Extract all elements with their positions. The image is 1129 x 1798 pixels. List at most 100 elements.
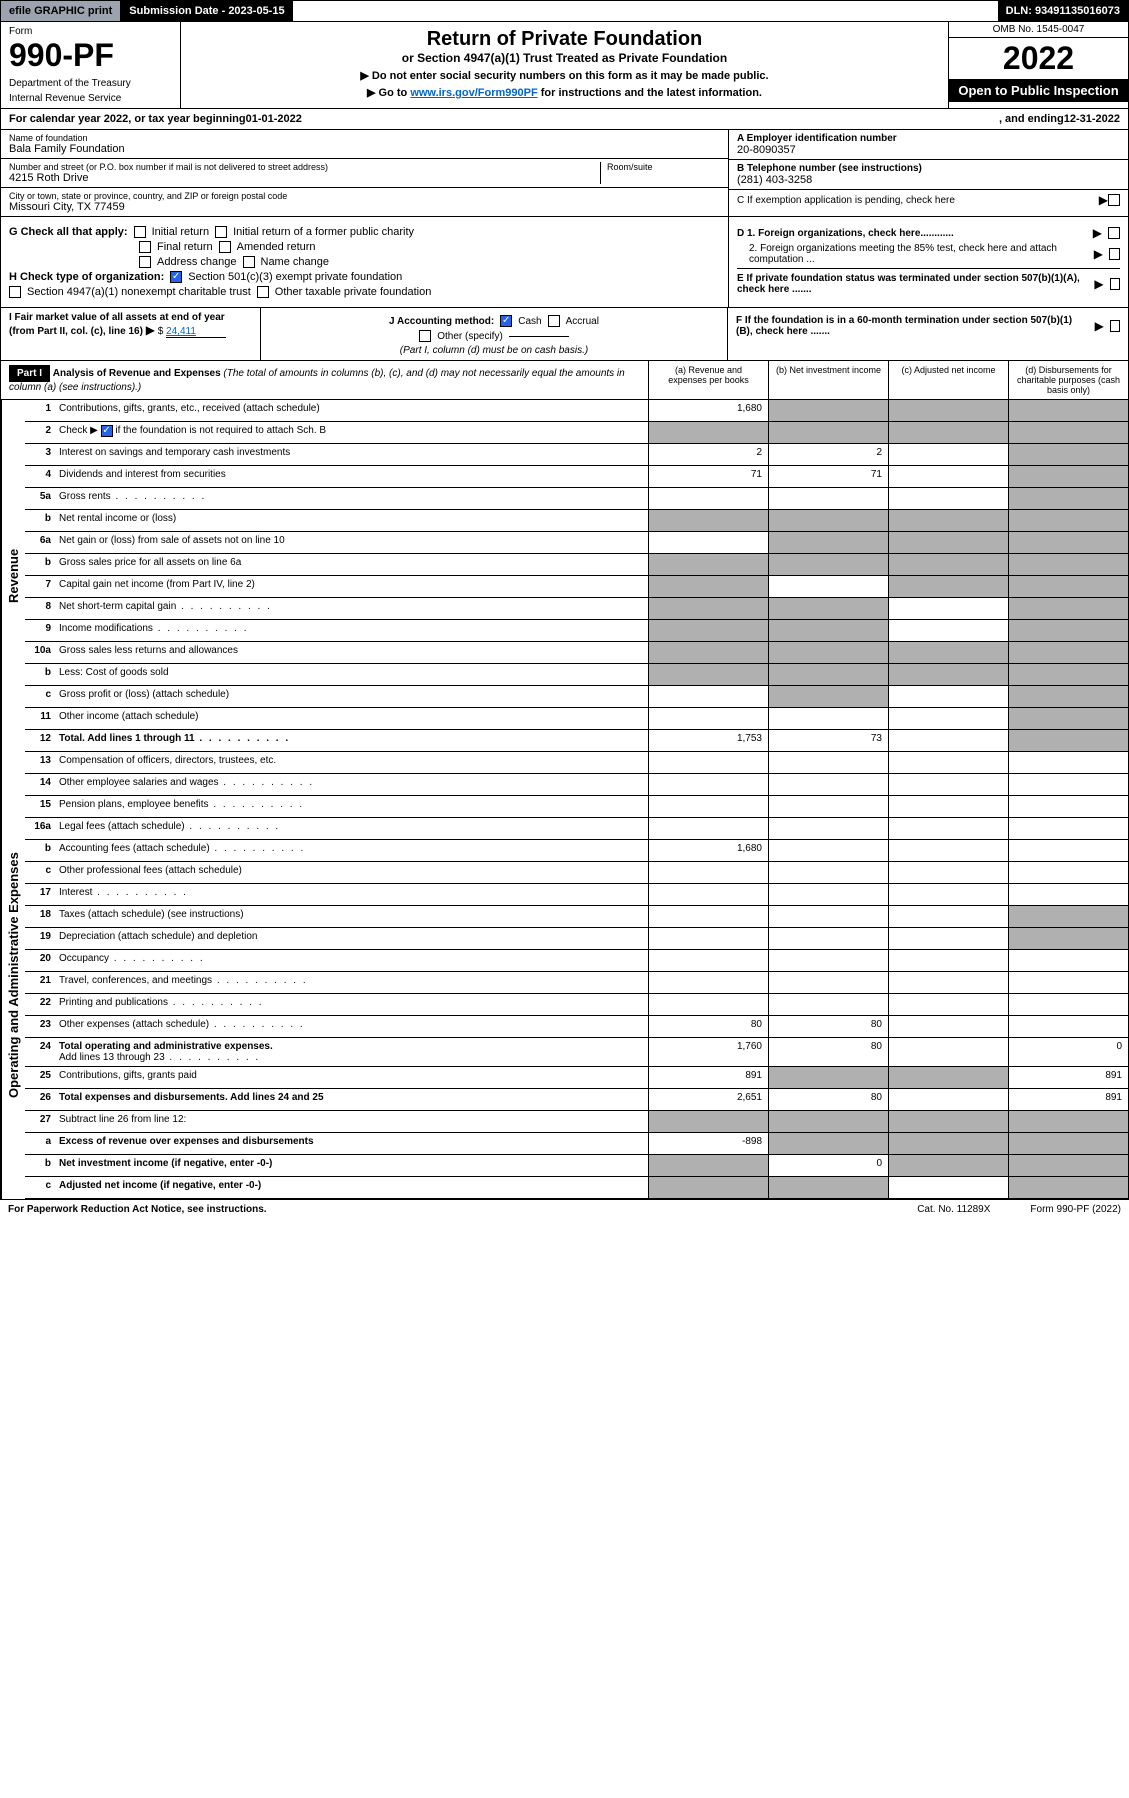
top-bar: efile GRAPHIC print Submission Date - 20… xyxy=(0,0,1129,22)
arrow-icon: ▶ xyxy=(1093,226,1102,240)
part1-header: Part I Analysis of Revenue and Expenses … xyxy=(0,361,1129,400)
dept-treasury: Department of the Treasury xyxy=(9,78,172,89)
j-other-checkbox[interactable] xyxy=(419,330,431,342)
line-17: 17Interest xyxy=(25,884,1128,906)
street-address: 4215 Roth Drive xyxy=(9,172,600,184)
j-cash-checkbox[interactable] xyxy=(500,315,512,327)
line-16c: cOther professional fees (attach schedul… xyxy=(25,862,1128,884)
h-other-checkbox[interactable] xyxy=(257,286,269,298)
line-7: 7Capital gain net income (from Part IV, … xyxy=(25,576,1128,598)
g-initial-former-checkbox[interactable] xyxy=(215,226,227,238)
line-23: 23Other expenses (attach schedule)8080 xyxy=(25,1016,1128,1038)
checks-right: D 1. Foreign organizations, check here..… xyxy=(728,217,1128,307)
part1-badge: Part I xyxy=(9,365,50,382)
g-final-checkbox[interactable] xyxy=(139,241,151,253)
line-5a: 5aGross rents xyxy=(25,488,1128,510)
dept-irs: Internal Revenue Service xyxy=(9,93,172,104)
g-name-checkbox[interactable] xyxy=(243,256,255,268)
entity-right: A Employer identification number 20-8090… xyxy=(728,130,1128,216)
form-title: Return of Private Foundation xyxy=(187,28,942,51)
city-row: City or town, state or province, country… xyxy=(1,188,728,216)
line-14: 14Other employee salaries and wages xyxy=(25,774,1128,796)
d1-checkbox[interactable] xyxy=(1108,227,1120,239)
arrow-icon: ▶ xyxy=(1094,247,1103,261)
h-row: H Check type of organization: Section 50… xyxy=(9,271,720,283)
line-16b: bAccounting fees (attach schedule)1,680 xyxy=(25,840,1128,862)
footer-cat: Cat. No. 11289X xyxy=(917,1204,990,1215)
line-18: 18Taxes (attach schedule) (see instructi… xyxy=(25,906,1128,928)
line-16a: 16aLegal fees (attach schedule) xyxy=(25,818,1128,840)
e-checkbox[interactable] xyxy=(1110,278,1120,290)
omb-number: OMB No. 1545-0047 xyxy=(949,22,1128,38)
line-10c: cGross profit or (loss) (attach schedule… xyxy=(25,686,1128,708)
calendar-year-row: For calendar year 2022, or tax year begi… xyxy=(0,109,1129,130)
name-row: Name of foundation Bala Family Foundatio… xyxy=(1,130,728,159)
line-1: 1Contributions, gifts, grants, etc., rec… xyxy=(25,400,1128,422)
g-address-checkbox[interactable] xyxy=(139,256,151,268)
col-d-hdr: (d) Disbursements for charitable purpose… xyxy=(1008,361,1128,399)
instr-1: ▶ Do not enter social security numbers o… xyxy=(187,69,942,82)
foundation-name: Bala Family Foundation xyxy=(9,143,720,155)
l2-checkbox[interactable] xyxy=(101,425,113,437)
header-right: OMB No. 1545-0047 2022 Open to Public In… xyxy=(948,22,1128,108)
tax-year: 2022 xyxy=(949,38,1128,79)
line-3: 3Interest on savings and temporary cash … xyxy=(25,444,1128,466)
instr-2: ▶ Go to www.irs.gov/Form990PF for instru… xyxy=(187,86,942,99)
line-5b: bNet rental income or (loss) xyxy=(25,510,1128,532)
line-19: 19Depreciation (attach schedule) and dep… xyxy=(25,928,1128,950)
form-header: Form 990-PF Department of the Treasury I… xyxy=(0,22,1129,109)
line-6b: bGross sales price for all assets on lin… xyxy=(25,554,1128,576)
col-a-hdr: (a) Revenue and expenses per books xyxy=(648,361,768,399)
footer-form: Form 990-PF (2022) xyxy=(1030,1204,1121,1215)
row-ijf: I Fair market value of all assets at end… xyxy=(0,308,1129,361)
form-number: 990-PF xyxy=(9,37,172,74)
d2-checkbox[interactable] xyxy=(1109,248,1120,260)
c-row: C If exemption application is pending, c… xyxy=(729,190,1128,210)
j-accrual-checkbox[interactable] xyxy=(548,315,560,327)
submission-date: Submission Date - 2023-05-15 xyxy=(121,1,292,21)
opex-section: Operating and Administrative Expenses 13… xyxy=(0,752,1129,1199)
entity-left: Name of foundation Bala Family Foundatio… xyxy=(1,130,728,216)
revenue-label: Revenue xyxy=(1,400,25,752)
g-amended-checkbox[interactable] xyxy=(219,241,231,253)
form-label: Form xyxy=(9,26,172,37)
g-initial-checkbox[interactable] xyxy=(134,226,146,238)
line-20: 20Occupancy xyxy=(25,950,1128,972)
col-j: J Accounting method: Cash Accrual Other … xyxy=(261,308,728,360)
footer-left: For Paperwork Reduction Act Notice, see … xyxy=(8,1204,267,1215)
c-checkbox[interactable] xyxy=(1108,194,1120,206)
line-27a: aExcess of revenue over expenses and dis… xyxy=(25,1133,1128,1155)
opex-label: Operating and Administrative Expenses xyxy=(1,752,25,1199)
city-state-zip: Missouri City, TX 77459 xyxy=(9,201,720,213)
line-22: 22Printing and publications xyxy=(25,994,1128,1016)
arrow-icon: ▶ xyxy=(1095,319,1104,333)
line-27b: bNet investment income (if negative, ent… xyxy=(25,1155,1128,1177)
line-8: 8Net short-term capital gain xyxy=(25,598,1128,620)
footer: For Paperwork Reduction Act Notice, see … xyxy=(0,1199,1129,1219)
h-501c3-checkbox[interactable] xyxy=(170,271,182,283)
fmv-value[interactable]: 24,411 xyxy=(166,326,226,338)
line-4: 4Dividends and interest from securities7… xyxy=(25,466,1128,488)
h-4947-checkbox[interactable] xyxy=(9,286,21,298)
ein-value: 20-8090357 xyxy=(737,144,1120,156)
ein-row: A Employer identification number 20-8090… xyxy=(729,130,1128,160)
header-left: Form 990-PF Department of the Treasury I… xyxy=(1,22,181,108)
irs-link[interactable]: www.irs.gov/Form990PF xyxy=(410,87,537,99)
line-26: 26Total expenses and disbursements. Add … xyxy=(25,1089,1128,1111)
tel-row: B Telephone number (see instructions) (2… xyxy=(729,160,1128,190)
line-11: 11Other income (attach schedule) xyxy=(25,708,1128,730)
line-25: 25Contributions, gifts, grants paid89189… xyxy=(25,1067,1128,1089)
checks-left: G Check all that apply: Initial return I… xyxy=(1,217,728,307)
tel-value: (281) 403-3258 xyxy=(737,174,1120,186)
line-24: 24Total operating and administrative exp… xyxy=(25,1038,1128,1067)
f-checkbox[interactable] xyxy=(1110,320,1120,332)
line-10b: bLess: Cost of goods sold xyxy=(25,664,1128,686)
arrow-icon: ▶ xyxy=(1099,193,1108,207)
entity-block: Name of foundation Bala Family Foundatio… xyxy=(0,130,1129,217)
line-12: 12Total. Add lines 1 through 111,75373 xyxy=(25,730,1128,752)
efile-button[interactable]: efile GRAPHIC print xyxy=(1,1,121,21)
line-9: 9Income modifications xyxy=(25,620,1128,642)
line-13: 13Compensation of officers, directors, t… xyxy=(25,752,1128,774)
g-row: G Check all that apply: Initial return I… xyxy=(9,226,720,238)
addr-row: Number and street (or P.O. box number if… xyxy=(1,159,728,188)
